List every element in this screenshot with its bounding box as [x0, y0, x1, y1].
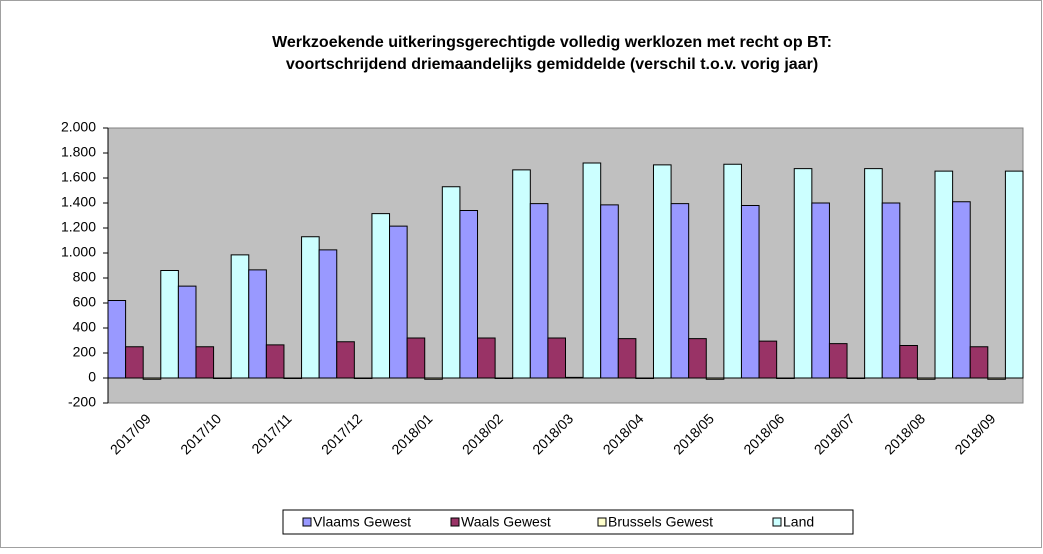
- bar: [811, 202, 830, 379]
- legend-swatch: [772, 517, 782, 527]
- chart-subtitle: voortschrijdend driemaandelijks gemiddel…: [286, 56, 818, 73]
- bar: [758, 340, 778, 379]
- bar: [107, 300, 127, 379]
- legend-label: Waals Gewest: [461, 514, 551, 530]
- y-tick-label: 0: [88, 369, 96, 385]
- bar: [406, 337, 426, 379]
- bar: [459, 210, 479, 379]
- bar: [881, 202, 901, 379]
- bar: [1004, 170, 1024, 379]
- bar: [512, 169, 531, 379]
- y-tick-label: 200: [73, 344, 97, 360]
- legend-swatch: [450, 517, 460, 527]
- legend-swatch: [597, 517, 607, 527]
- bar: [477, 337, 496, 379]
- bar: [265, 344, 285, 379]
- legend-swatch: [302, 517, 312, 527]
- bar: [125, 346, 144, 379]
- bar: [160, 270, 179, 379]
- y-tick-label: 600: [73, 294, 97, 310]
- bar: [828, 343, 848, 379]
- y-tick-label: 1.600: [61, 169, 96, 185]
- chart-title: Werkzoekende uitkeringsgerechtigde volle…: [272, 34, 832, 51]
- bar: [318, 249, 338, 379]
- bar: [688, 338, 707, 379]
- bar: [301, 236, 320, 379]
- bar: [248, 269, 267, 379]
- y-tick-label: 400: [73, 319, 97, 335]
- bar: [899, 345, 918, 379]
- bar: [864, 168, 883, 379]
- bar: [793, 168, 813, 379]
- y-tick-label: 2.000: [61, 119, 96, 135]
- y-tick-label: 1.200: [61, 219, 96, 235]
- bar: [389, 225, 408, 379]
- bar: [740, 205, 760, 379]
- bar: [934, 170, 954, 379]
- legend-label: Brussels Gewest: [608, 514, 713, 530]
- bar: [441, 186, 461, 379]
- y-tick-label: 1.000: [61, 244, 96, 260]
- bar: [336, 341, 355, 379]
- y-tick-label: -200: [68, 394, 96, 410]
- legend-label: Vlaams Gewest: [313, 514, 411, 530]
- legend-box: [282, 509, 854, 535]
- bar: [177, 285, 197, 379]
- bar: [652, 164, 672, 379]
- bar: [670, 203, 690, 379]
- y-tick-label: 800: [73, 269, 97, 285]
- y-tick-label: 1.400: [61, 194, 96, 210]
- y-tick-label: 1.800: [61, 144, 96, 160]
- bar: [195, 346, 215, 379]
- bar: [529, 203, 549, 379]
- bar: [600, 204, 619, 379]
- legend-label: Land: [783, 514, 814, 530]
- bar: [952, 201, 971, 379]
- bar: [547, 337, 567, 379]
- bar: [723, 163, 742, 379]
- bar: [371, 213, 391, 379]
- bar: [230, 254, 250, 379]
- bar: [582, 162, 602, 379]
- bar: [969, 346, 989, 379]
- bar: [617, 338, 637, 379]
